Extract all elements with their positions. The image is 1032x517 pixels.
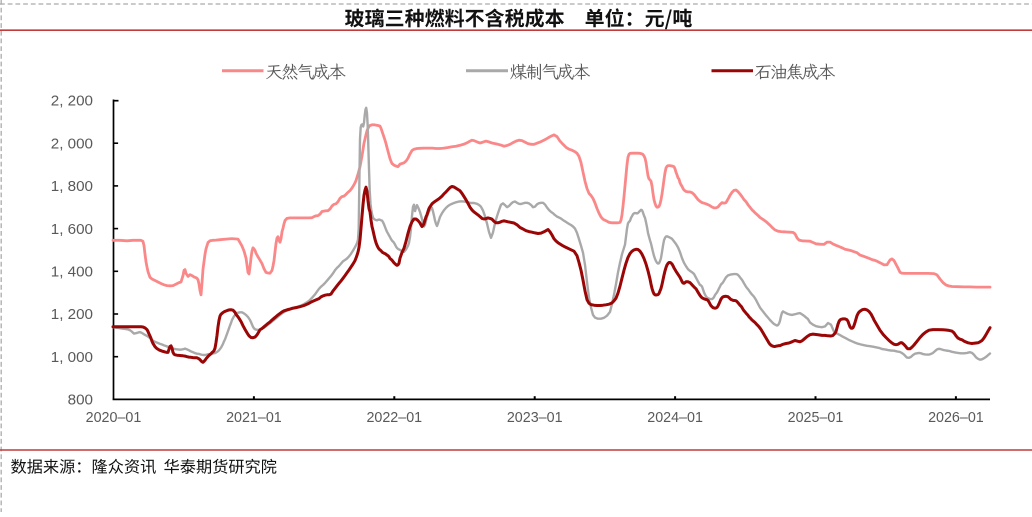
svg-text:1, 200: 1, 200 (51, 306, 93, 323)
svg-text:2021–01: 2021–01 (226, 410, 282, 426)
svg-text:2020–01: 2020–01 (86, 410, 142, 426)
svg-text:1, 800: 1, 800 (51, 178, 93, 195)
svg-text:2023–01: 2023–01 (507, 410, 563, 426)
svg-text:2, 200: 2, 200 (51, 93, 93, 110)
svg-text:1, 400: 1, 400 (51, 264, 93, 281)
svg-text:2024–01: 2024–01 (647, 410, 703, 426)
svg-text:2026–01: 2026–01 (928, 410, 984, 426)
svg-text:2022–01: 2022–01 (366, 410, 422, 426)
svg-text:2, 000: 2, 000 (51, 135, 93, 152)
svg-text:1, 600: 1, 600 (51, 221, 93, 238)
svg-text:2025–01: 2025–01 (788, 410, 844, 426)
svg-text:1, 000: 1, 000 (51, 349, 93, 366)
svg-text:800: 800 (68, 392, 93, 409)
